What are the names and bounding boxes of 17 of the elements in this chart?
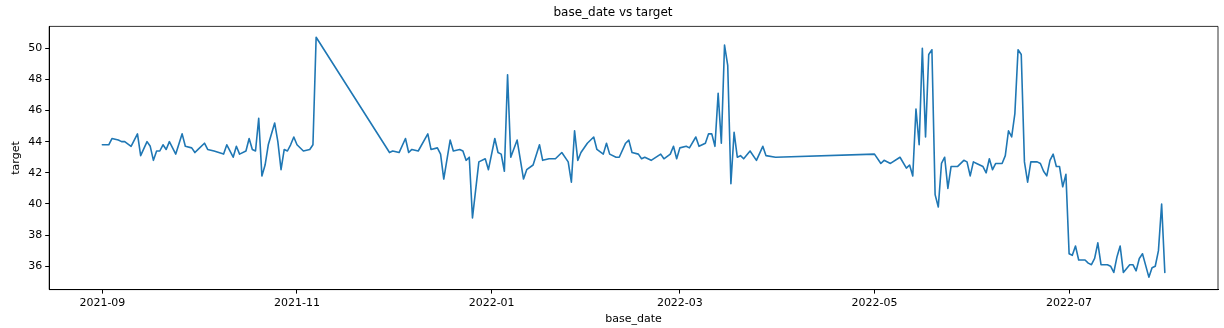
y-tick-label: 38 bbox=[28, 227, 43, 241]
y-tick-label: 40 bbox=[28, 196, 43, 210]
x-tick-label: 2022-05 bbox=[851, 296, 898, 310]
x-tick-label: 2022-07 bbox=[1046, 296, 1093, 310]
chart-title: base_date vs target bbox=[553, 5, 673, 20]
x-axis-title: base_date bbox=[605, 312, 663, 326]
y-axis-title: target bbox=[9, 140, 23, 175]
y-tick-label: 44 bbox=[28, 134, 43, 148]
x-tick-label: 2021-09 bbox=[79, 296, 126, 310]
x-tick-label: 2021-11 bbox=[274, 296, 320, 310]
y-tick-label: 48 bbox=[28, 72, 43, 86]
y-tick-label: 50 bbox=[28, 41, 43, 55]
x-tick-label: 2022-03 bbox=[656, 296, 703, 310]
y-tick-label: 42 bbox=[28, 165, 43, 179]
x-tick-label: 2022-01 bbox=[468, 296, 515, 310]
y-tick-label: 36 bbox=[28, 259, 43, 273]
y-tick-label: 46 bbox=[28, 103, 43, 117]
